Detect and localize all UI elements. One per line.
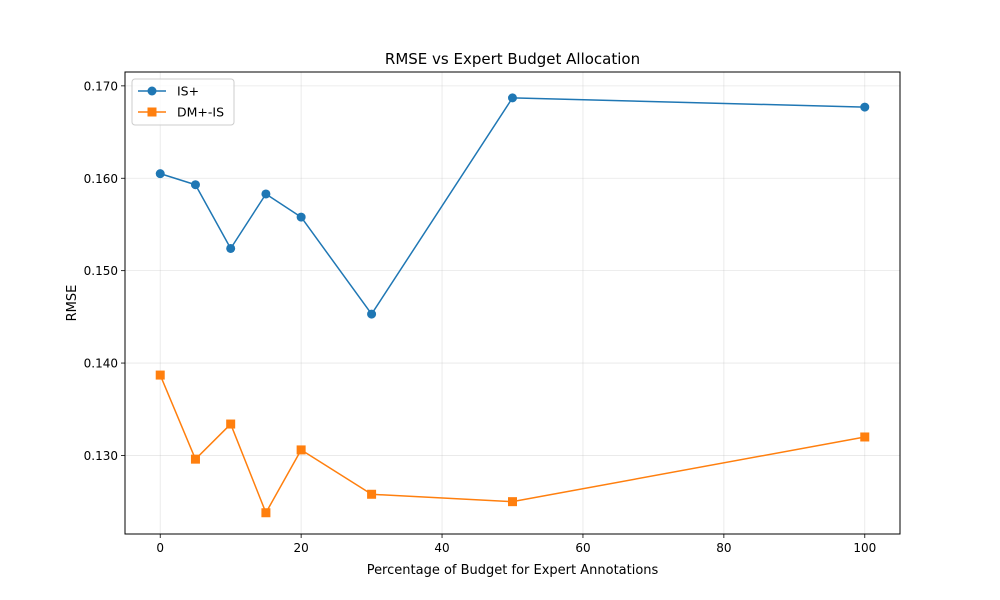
data-point [860,102,870,112]
data-point [296,445,306,455]
series-dm-is [155,370,870,518]
series-layer [155,93,870,518]
grid-lines [125,72,900,534]
data-point [508,497,517,507]
legend-marker-is-plus [147,86,157,96]
y-axis-label: RMSE [65,285,80,322]
data-point [190,180,200,190]
series-line [159,374,865,514]
x-tick-label: 20 [293,541,308,555]
x-tick-label: 0 [156,541,164,555]
data-point [190,454,200,464]
data-point [226,243,236,253]
legend-label-dm-is: DM+-IS [177,105,224,120]
data-point [155,370,165,380]
x-tick-label: 80 [716,541,731,555]
chart-title: RMSE vs Expert Budget Allocation [385,50,640,68]
x-axis-label: Percentage of Budget for Expert Annotati… [367,563,659,578]
y-tick-label: 0.150 [84,264,118,278]
plot-frame [124,71,901,535]
series-line [160,97,865,315]
x-tick-label: 40 [434,541,449,555]
data-point [860,432,870,442]
y-tick-label: 0.130 [84,449,118,463]
data-point [367,489,377,499]
data-point [261,508,271,518]
x-tick-label: 100 [853,541,876,555]
legend-marker-dm-is [147,107,157,117]
y-tick-label: 0.170 [84,79,118,93]
y-tick-label: 0.160 [84,172,118,186]
legend-label-is-plus: IS+ [177,84,199,99]
data-point [367,309,377,319]
data-point [261,189,271,199]
axis-ticks: 0 20 40 60 80 100 0.130 0.140 0.150 0.160 0.170 [84,79,877,555]
legend: IS+ DM+-IS [131,78,235,126]
y-tick-label: 0.140 [84,357,118,371]
x-tick-label: 60 [575,541,590,555]
data-point [155,169,165,179]
data-point [226,419,236,429]
series-is [155,93,870,319]
data-point [296,212,306,222]
data-point [508,93,517,103]
